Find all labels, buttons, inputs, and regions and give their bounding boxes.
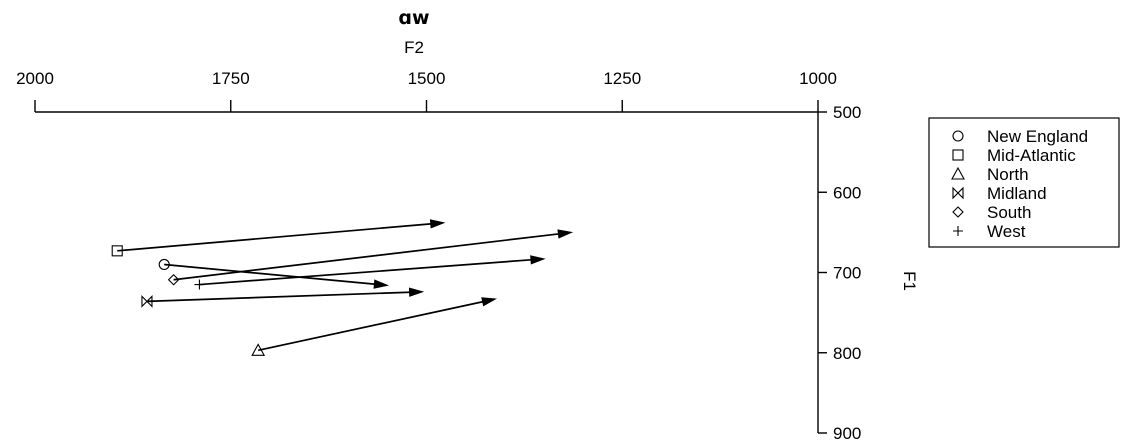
chart-title: ɑw [398,7,429,29]
legend-marker-diamond [952,206,964,218]
legend-item: Mid-Atlantic [952,146,1076,165]
legend-item: Midland [952,184,1047,203]
series-layer [111,219,574,356]
legend-label: South [987,203,1031,222]
legend-label: West [987,222,1026,241]
y-tick-label: 900 [833,424,861,443]
legend-marker-triangle [951,166,965,180]
legend-marker-bowtie [952,186,964,200]
y-tick-label: 600 [833,183,861,202]
x-axis-label: F2 [404,38,424,57]
legend-label: North [987,165,1029,184]
series-south [167,229,574,286]
start-marker-bowtie [141,295,153,308]
y-tick-label: 500 [833,103,861,122]
x-tick-label: 1500 [408,69,446,88]
legend: New EnglandMid-AtlanticNorthMidlandSouth… [928,117,1120,248]
start-marker-diamond [167,273,180,286]
x-tick-label: 1000 [799,69,837,88]
series-midland [141,287,425,308]
legend-label: New England [987,127,1088,146]
trajectory-line [257,300,483,352]
x-tick-label: 2000 [16,69,54,88]
legend-label: Mid-Atlantic [987,146,1076,165]
arrowhead [481,297,498,307]
start-marker-plus [194,279,205,290]
arrowhead [408,287,425,297]
legend-item: North [951,165,1029,184]
trajectory-line [146,291,410,303]
start-marker-square [111,245,123,257]
x-axis-ticks: 2000 1750 1500 1250 1000 [16,69,837,112]
arrowhead [373,279,390,289]
series-north [251,297,498,356]
y-axis-label: F1 [900,271,919,291]
series-mid-atlantic [111,219,446,257]
x-tick-label: 1250 [603,69,641,88]
legend-marker-circle [952,130,964,142]
trajectory-line [173,233,559,281]
arrowhead [557,229,574,239]
legend-entries: New EnglandMid-AtlanticNorthMidlandSouth… [951,127,1088,241]
trajectory-line [164,263,375,285]
legend-item: South [952,203,1031,222]
legend-item: West [953,222,1026,241]
legend-label: Midland [987,184,1047,203]
start-marker-triangle [251,343,266,356]
trajectory-line [199,258,532,286]
series-west [194,255,546,290]
series-new-england [158,258,390,289]
legend-marker-square [952,149,964,161]
y-axis-ticks: 500 600 700 800 900 [818,103,861,443]
y-tick-label: 700 [833,264,861,283]
legend-marker-plus [953,226,963,236]
legend-box [928,117,1120,248]
x-tick-label: 1750 [212,69,250,88]
start-marker-circle [158,258,170,271]
y-tick-label: 800 [833,344,861,363]
arrowhead [530,255,546,265]
arrowhead [429,219,446,229]
trajectory-line [117,223,431,252]
legend-item: New England [952,127,1088,146]
